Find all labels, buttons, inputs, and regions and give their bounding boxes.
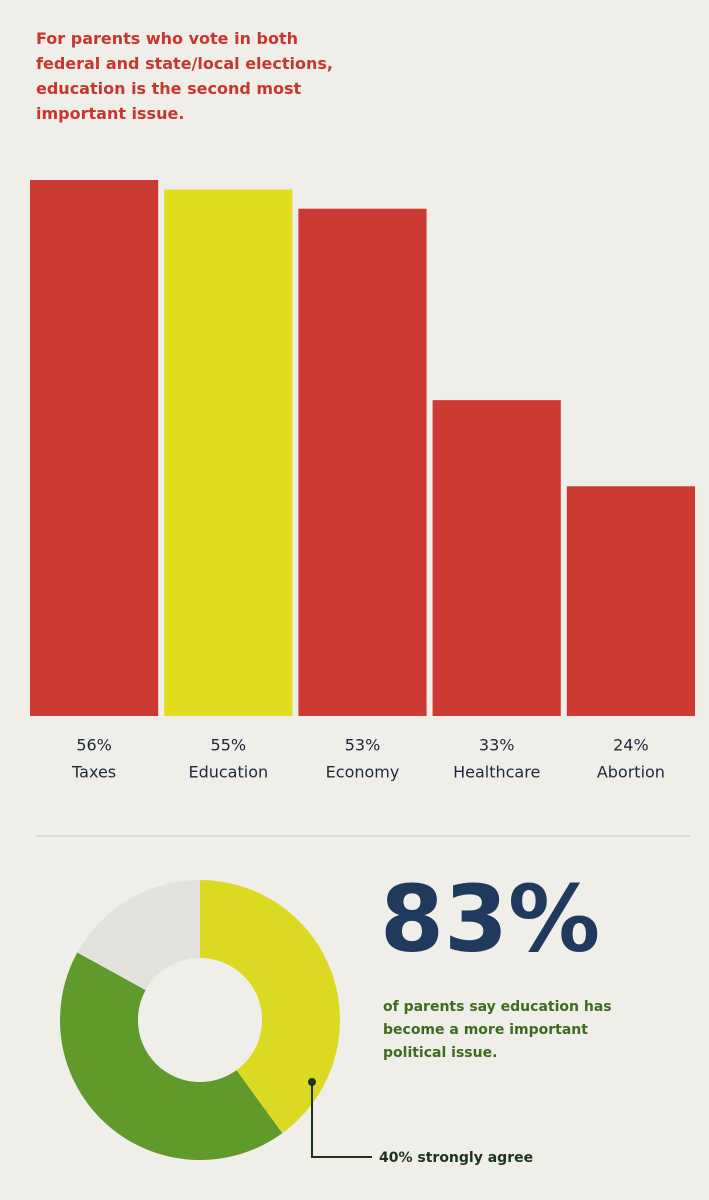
value-label: 56% [76,736,112,755]
value-label: 55% [211,736,247,755]
category-label: Healthcare [453,763,540,782]
bar [566,486,695,716]
headline-stat: 83% [380,865,600,972]
bar [298,208,427,716]
value-label: 24% [613,736,649,755]
category-label: Abortion [597,763,665,782]
caption: of parents say education has become a mo… [383,999,612,1061]
annotation: 40% strongly agree [379,1150,533,1166]
category-label: Taxes [71,763,116,782]
value-label: 33% [479,736,515,755]
category-label: Education [188,763,268,782]
callout-dot [308,1078,316,1086]
category-label: Economy [326,763,400,782]
title-box: For parents who vote in both federal and… [36,29,333,123]
donut-segment [200,880,341,1134]
donut-segment [77,880,200,991]
bar [432,400,561,716]
chart-title: For parents who vote in both federal and… [36,29,333,123]
callout-line [311,1082,372,1158]
bar [164,189,293,717]
caption-box: of parents say education has become a mo… [383,999,612,1061]
bar [30,180,159,716]
donut-segment [59,952,283,1161]
donut-hole [138,958,262,1082]
value-label: 53% [345,736,381,755]
